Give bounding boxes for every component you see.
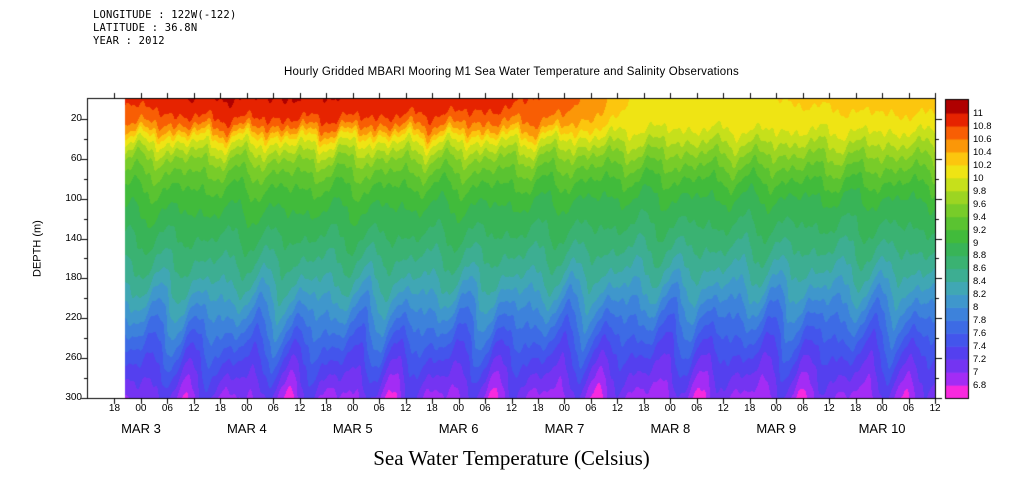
colorbar-label: 7: [973, 367, 979, 379]
x-tick-label: 12: [400, 403, 412, 414]
colorbar-label: 9.2: [973, 224, 987, 236]
colorbar-label: 11: [973, 107, 983, 119]
x-axis-title: Sea Water Temperature (Celsius): [373, 446, 650, 470]
date-label: MAR 4: [226, 421, 267, 436]
year-label: YEAR : 2012: [93, 35, 165, 47]
y-tick-label: 220: [65, 312, 82, 324]
x-tick-label: 06: [267, 403, 279, 414]
x-tick-label: 18: [108, 403, 121, 414]
x-tick-label: 06: [373, 403, 385, 414]
colorbar-label: 9.6: [973, 198, 987, 210]
x-tick-label: 00: [558, 403, 570, 414]
x-tick-label: 12: [611, 403, 623, 414]
y-tick-label: 100: [65, 192, 82, 204]
x-tick-label: 18: [638, 403, 650, 414]
date-label: MAR 6: [438, 421, 479, 436]
colorbar-label: 7.2: [973, 354, 987, 366]
x-tick-label: 12: [188, 403, 200, 414]
x-tick-label: 18: [426, 403, 438, 414]
x-tick-label: 00: [664, 403, 676, 414]
x-tick-label: 00: [770, 403, 782, 414]
chart-title: Hourly Gridded MBARI Mooring M1 Sea Wate…: [284, 66, 739, 78]
x-tick-label: 00: [453, 403, 465, 414]
colorbar-label: 9.4: [973, 211, 987, 223]
date-label: MAR 9: [756, 421, 797, 436]
latitude-label: LATITUDE : 36.8N: [93, 22, 198, 34]
x-tick-label: 18: [850, 403, 862, 414]
y-tick-label: 60: [70, 152, 82, 164]
x-tick-label: 06: [161, 403, 173, 414]
colorbar-label: 10.6: [973, 133, 992, 145]
colorbar-label: 7.6: [973, 328, 987, 340]
x-tick-label: 18: [214, 403, 226, 414]
x-tick-label: 00: [347, 403, 359, 414]
x-tick-label: 06: [902, 403, 915, 414]
y-tick-label: 300: [65, 392, 82, 403]
x-tick-label: 12: [505, 403, 518, 414]
x-tick-label: 06: [585, 403, 597, 414]
x-tick-label: 18: [320, 403, 332, 414]
colorbar-label: 8.2: [973, 289, 987, 301]
x-tick-label: 12: [823, 403, 835, 414]
y-tick-label: 20: [70, 112, 82, 124]
x-tick-label: 06: [479, 403, 491, 414]
date-label: MAR 3: [121, 421, 161, 436]
colorbar-label: 8.6: [973, 263, 987, 275]
colorbar-label: 10.2: [973, 159, 992, 171]
x-tick-label: 00: [876, 403, 888, 414]
y-tick-label: 260: [65, 352, 82, 364]
colorbar-label: 7.8: [973, 315, 987, 327]
colorbar-label: 8.4: [973, 276, 987, 288]
colorbar-label: 9.8: [973, 185, 987, 197]
longitude-label: LONGITUDE : 122W(-122): [93, 9, 237, 21]
x-tick-label: 12: [717, 403, 729, 414]
colorbar-label: 7.4: [973, 341, 987, 353]
colorbar-label: 6.8: [973, 380, 987, 392]
colorbar-label: 10.4: [973, 146, 992, 158]
x-tick-label: 12: [294, 403, 306, 414]
x-tick-label: 06: [797, 403, 809, 414]
x-tick-label: 18: [744, 403, 756, 414]
x-tick-label: 00: [241, 403, 253, 414]
date-label: MAR 10: [858, 421, 906, 436]
x-tick-label: 12: [929, 403, 941, 414]
colorbar-label: 10: [973, 172, 984, 184]
y-tick-label: 140: [65, 232, 82, 244]
colorbar-label: 9: [973, 237, 979, 249]
colorbar-label: 10.8: [973, 120, 992, 132]
colorbar-label: 8.8: [973, 250, 987, 262]
x-tick-label: 18: [532, 403, 544, 414]
x-tick-label: 00: [135, 403, 147, 414]
metadata-block: LONGITUDE : 122W(-122) LATITUDE : 36.8N …: [93, 9, 236, 48]
date-label: MAR 8: [650, 421, 691, 436]
date-label: MAR 5: [332, 421, 373, 436]
x-tick-label: 06: [691, 403, 703, 414]
y-tick-label: 180: [65, 272, 82, 284]
date-label: MAR 7: [544, 421, 585, 436]
colorbar-label: 8: [973, 302, 979, 314]
